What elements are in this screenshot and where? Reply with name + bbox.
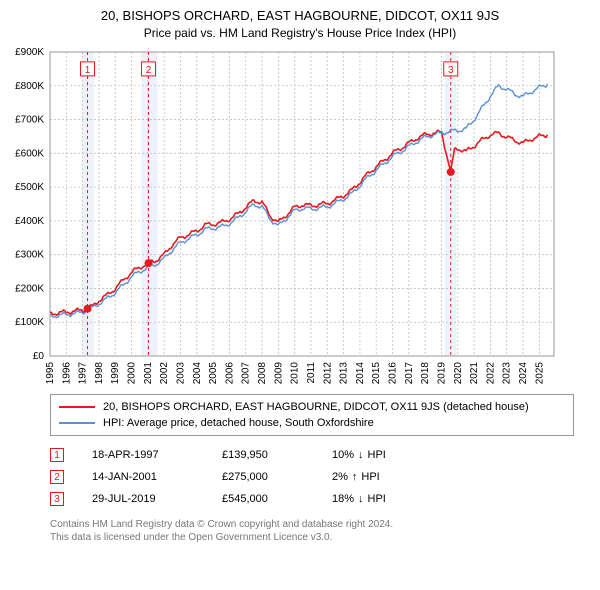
marker-number: 3 xyxy=(448,65,454,76)
transaction-pct: 2% xyxy=(332,471,348,483)
y-axis-label: £200K xyxy=(15,283,44,294)
y-axis-label: £0 xyxy=(33,351,45,362)
marker-dot xyxy=(145,259,153,267)
y-axis-label: £900K xyxy=(15,47,44,58)
legend-row-hpi: HPI: Average price, detached house, Sout… xyxy=(59,415,565,431)
transactions-table: 1 18-APR-1997£139,95010% ↓ HPI 2 14-JAN-2001£… xyxy=(50,444,574,510)
x-axis-label: 2008 xyxy=(257,362,268,385)
x-axis-label: 2004 xyxy=(192,362,203,385)
x-axis-label: 2015 xyxy=(371,362,382,385)
marker-dot xyxy=(84,305,92,313)
x-axis-label: 1995 xyxy=(45,362,56,385)
arrow-down-icon: ↓ xyxy=(358,493,364,505)
transaction-marker: 1 xyxy=(50,448,64,462)
transaction-pct: 10% xyxy=(332,449,354,461)
x-axis-label: 1998 xyxy=(94,362,105,385)
title-block: 20, BISHOPS ORCHARD, EAST HAGBOURNE, DID… xyxy=(6,8,594,40)
x-axis-label: 2002 xyxy=(159,362,170,385)
x-axis-label: 1997 xyxy=(78,362,89,385)
transaction-hpi: 18% ↓ HPI xyxy=(332,493,472,505)
legend: 20, BISHOPS ORCHARD, EAST HAGBOURNE, DID… xyxy=(50,394,574,436)
x-axis-label: 2020 xyxy=(453,362,464,385)
x-axis-label: 2012 xyxy=(322,362,333,385)
transaction-price: £545,000 xyxy=(222,493,332,505)
x-axis-label: 2023 xyxy=(502,362,513,385)
transaction-suffix: HPI xyxy=(361,471,379,483)
legend-label: 20, BISHOPS ORCHARD, EAST HAGBOURNE, DID… xyxy=(103,401,529,413)
x-axis-label: 2001 xyxy=(143,362,154,385)
title-sub: Price paid vs. HM Land Registry's House … xyxy=(6,26,594,40)
legend-swatch xyxy=(59,422,95,424)
transaction-hpi: 2% ↑HPI xyxy=(332,471,472,483)
x-axis-label: 2022 xyxy=(485,362,496,385)
transaction-row: 3 29-JUL-2019£545,00018% ↓ HPI xyxy=(50,488,574,510)
transaction-date: 29-JUL-2019 xyxy=(92,493,222,505)
x-axis-label: 2003 xyxy=(175,362,186,385)
transaction-hpi: 10% ↓ HPI xyxy=(332,449,472,461)
footer-line: This data is licensed under the Open Gov… xyxy=(50,531,574,544)
x-axis-label: 2019 xyxy=(436,362,447,385)
marker-number: 2 xyxy=(146,65,152,76)
transaction-price: £275,000 xyxy=(222,471,332,483)
transaction-marker: 2 xyxy=(50,470,64,484)
transaction-row: 1 18-APR-1997£139,95010% ↓ HPI xyxy=(50,444,574,466)
footer: Contains HM Land Registry data © Crown c… xyxy=(50,518,574,544)
transaction-suffix: HPI xyxy=(368,449,386,461)
transaction-date: 18-APR-1997 xyxy=(92,449,222,461)
x-axis-label: 2025 xyxy=(534,362,545,385)
x-axis-label: 2021 xyxy=(469,362,480,385)
x-axis-label: 2024 xyxy=(518,362,529,385)
x-axis-label: 2018 xyxy=(420,362,431,385)
y-axis-label: £800K xyxy=(15,81,44,92)
footer-line: Contains HM Land Registry data © Crown c… xyxy=(50,518,574,531)
transaction-row: 2 14-JAN-2001£275,0002% ↑HPI xyxy=(50,466,574,488)
x-axis-label: 2007 xyxy=(241,362,252,385)
y-axis-label: £100K xyxy=(15,317,44,328)
transaction-price: £139,950 xyxy=(222,449,332,461)
x-axis-label: 2017 xyxy=(404,362,415,385)
legend-row-property: 20, BISHOPS ORCHARD, EAST HAGBOURNE, DID… xyxy=(59,399,565,415)
x-axis-label: 2013 xyxy=(339,362,350,385)
legend-swatch xyxy=(59,406,95,408)
transaction-pct: 18% xyxy=(332,493,354,505)
transaction-marker: 3 xyxy=(50,492,64,506)
arrow-down-icon: ↓ xyxy=(358,449,364,461)
x-axis-label: 2000 xyxy=(127,362,138,385)
chart: £0 £100K £200K £300K £400K £500K £600K £700K £80… xyxy=(6,46,594,386)
transaction-date: 14-JAN-2001 xyxy=(92,471,222,483)
x-axis-label: 2005 xyxy=(208,362,219,385)
transaction-suffix: HPI xyxy=(368,493,386,505)
x-axis-label: 2014 xyxy=(355,362,366,385)
x-axis-label: 2011 xyxy=(306,362,317,384)
x-axis-label: 2010 xyxy=(290,362,301,385)
x-axis-label: 2006 xyxy=(224,362,235,385)
legend-label: HPI: Average price, detached house, Sout… xyxy=(103,417,374,429)
arrow-up-icon: ↑ xyxy=(352,471,358,483)
marker-number: 1 xyxy=(85,65,91,76)
x-axis-label: 2009 xyxy=(273,362,284,385)
x-axis-label: 1999 xyxy=(110,362,121,385)
title-address: 20, BISHOPS ORCHARD, EAST HAGBOURNE, DID… xyxy=(6,8,594,23)
y-axis-label: £300K xyxy=(15,250,44,261)
x-axis-label: 1996 xyxy=(61,362,72,385)
marker-dot xyxy=(447,168,455,176)
y-axis-label: £600K xyxy=(15,148,44,159)
y-axis-label: £500K xyxy=(15,182,44,193)
highlight-band xyxy=(141,52,157,356)
y-axis-label: £400K xyxy=(15,216,44,227)
chart-svg: £0 £100K £200K £300K £400K £500K £600K £700K £80… xyxy=(6,46,562,386)
x-axis-label: 2016 xyxy=(388,362,399,385)
y-axis-label: £700K xyxy=(15,115,44,126)
